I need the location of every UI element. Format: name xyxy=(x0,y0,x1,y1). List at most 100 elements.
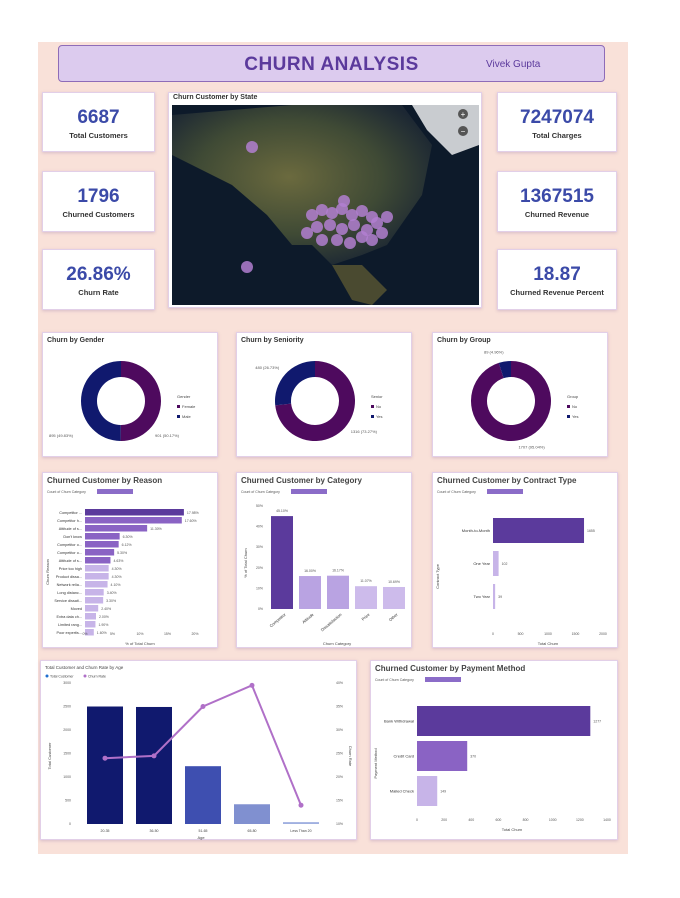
legend-marker xyxy=(83,674,87,678)
y-tick-label: 0 xyxy=(69,822,71,826)
state-bubble xyxy=(344,237,356,249)
x-tick-label: 15% xyxy=(164,632,171,636)
slice-label: 480 (26.73%) xyxy=(255,365,280,370)
kpi-churn-rate: 26.86% Churn Rate xyxy=(42,249,155,310)
chart-title: Churned Customer by Reason xyxy=(47,476,162,485)
legend-label: Yes xyxy=(376,414,383,419)
category-label: Less Than 20 xyxy=(290,829,311,833)
category-label: Competitor o... xyxy=(57,551,82,555)
y-tick-label: 1000 xyxy=(63,775,71,779)
state-bubble xyxy=(246,141,258,153)
bar xyxy=(85,541,119,548)
kpi-value: 1367515 xyxy=(520,186,594,207)
state-bubble xyxy=(316,234,328,246)
x-tick-label: 0% xyxy=(82,632,87,636)
legend-marker xyxy=(177,405,180,408)
data-label: 16.17% xyxy=(332,569,344,573)
category-label: Network relia... xyxy=(57,583,82,587)
data-label: 5.30% xyxy=(117,551,127,555)
y-tick-label: 1500 xyxy=(63,752,71,756)
state-bubble xyxy=(316,204,328,216)
data-label: 2.40% xyxy=(101,607,111,611)
legend-label: No xyxy=(572,404,578,409)
data-label: 17.60% xyxy=(185,519,197,523)
y-tick-label: 3000 xyxy=(63,681,71,685)
category-label: Dissatisfaction xyxy=(320,612,343,632)
legend-marker xyxy=(45,674,49,678)
category-label: Don't know xyxy=(63,535,82,539)
bar xyxy=(136,706,172,824)
y-axis-label: Churn Reason xyxy=(45,559,50,585)
y2-axis-label: Churn Rate xyxy=(348,746,353,767)
data-label: 1277 xyxy=(593,720,601,724)
state-bubble xyxy=(366,234,378,246)
category-label: Moved xyxy=(71,607,82,611)
churn-by-reason-card: Churned Customer by Reason Count of Churn… xyxy=(42,472,218,648)
zoom-out-button[interactable] xyxy=(458,126,468,136)
x-tick-label: 0 xyxy=(416,818,418,822)
bar xyxy=(417,706,591,736)
kpi-label: Total Charges xyxy=(532,131,582,140)
map-view[interactable]: + − xyxy=(172,105,479,305)
y2-tick-label: 15% xyxy=(336,799,343,803)
donut-slice-yes xyxy=(275,361,315,406)
x-tick-label: 10% xyxy=(136,632,143,636)
category-label: Credit Card xyxy=(394,754,414,759)
data-label: 1.90% xyxy=(98,623,108,627)
legend-title: Gender xyxy=(177,394,191,399)
kpi-label: Churn Rate xyxy=(78,288,119,297)
y-axis-label: Payment Method xyxy=(373,748,378,778)
churn-rate-point xyxy=(200,704,206,709)
y-axis-label: Total Customer xyxy=(47,742,52,770)
bar xyxy=(355,586,377,609)
bar xyxy=(493,518,585,543)
legend-label: Count of Churn Category xyxy=(437,490,476,494)
legend-marker xyxy=(177,415,180,418)
x-tick-label: 2000 xyxy=(599,632,607,636)
kpi-churned-customers: 1796 Churned Customers xyxy=(42,171,155,232)
zoom-in-icon[interactable]: + xyxy=(461,110,466,119)
legend-gradient xyxy=(487,489,523,494)
y-tick-label: 40% xyxy=(256,525,263,529)
donut-slice-yes xyxy=(498,361,511,379)
kpi-label: Total Customers xyxy=(69,131,128,140)
churn-by-gender-card: Churn by Gender 901 (50.17%) Female 895 (49… xyxy=(42,332,218,457)
y-tick-label: 2500 xyxy=(63,705,71,709)
payment-method-card: Churned Customer by Payment Method Count … xyxy=(370,660,618,840)
legend-title: Senior xyxy=(371,394,383,399)
header-banner: CHURN ANALYSIS Vivek Gupta xyxy=(58,45,605,82)
state-bubble xyxy=(331,234,343,246)
category-label: Competitor ... xyxy=(59,511,82,515)
x-tick-label: 20% xyxy=(191,632,198,636)
category-label: Limited rang... xyxy=(58,623,82,627)
x-tick-label: 1400 xyxy=(603,818,611,822)
category-label: Other xyxy=(388,612,399,623)
age-chart-card: Total Customer and Churn Rate by Age Tota… xyxy=(40,660,357,840)
kpi-value: 6687 xyxy=(77,107,120,128)
category-label: Competitor h... xyxy=(57,519,82,523)
central-america-landmass xyxy=(332,265,387,305)
category-label: Competitor o... xyxy=(57,543,82,547)
donut-slice-male xyxy=(80,361,121,441)
y2-tick-label: 25% xyxy=(336,752,343,756)
state-bubble xyxy=(346,209,358,221)
bar xyxy=(327,575,349,609)
churn-by-category-card: Churned Customer by Category Count of Chu… xyxy=(236,472,412,648)
bar xyxy=(85,525,148,532)
bar xyxy=(493,551,499,576)
zoom-out-icon[interactable]: − xyxy=(461,127,466,136)
zoom-in-button[interactable] xyxy=(458,109,468,119)
bar xyxy=(85,629,94,636)
data-label: 1655 xyxy=(587,529,595,533)
bar xyxy=(85,613,96,620)
legend-marker xyxy=(567,415,570,418)
data-label: 4.30% xyxy=(112,567,122,571)
kpi-label: Churned Revenue Percent xyxy=(510,288,604,297)
state-bubbles[interactable] xyxy=(241,141,393,273)
slice-label: 901 (50.17%) xyxy=(155,433,180,438)
x-tick-label: 1000 xyxy=(544,632,552,636)
state-bubble xyxy=(356,205,368,217)
category-label: Bank Withdrawal xyxy=(384,719,414,724)
kpi-value: 26.86% xyxy=(66,264,131,285)
data-label: 3.40% xyxy=(107,591,117,595)
